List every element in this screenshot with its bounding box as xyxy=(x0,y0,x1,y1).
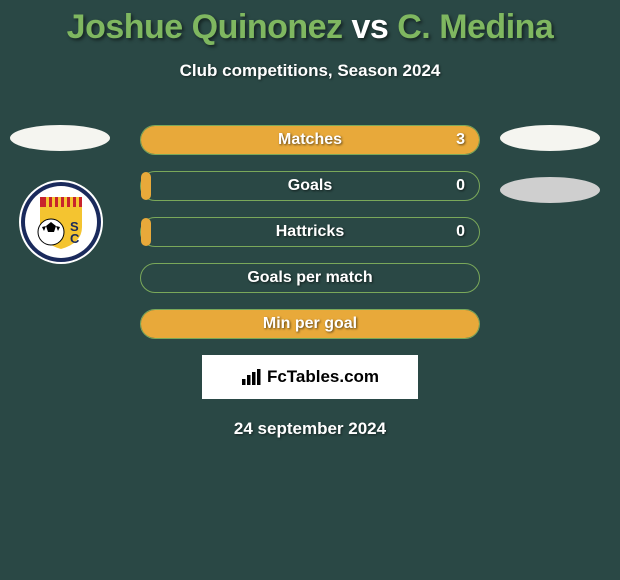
stat-label: Min per goal xyxy=(141,315,479,333)
stat-value: 0 xyxy=(456,223,465,241)
stat-row-goals-per-match: Goals per match xyxy=(140,263,480,293)
stat-row-matches: Matches3 xyxy=(140,125,480,155)
snapshot-date: 24 september 2024 xyxy=(0,419,620,439)
svg-text:C: C xyxy=(70,231,80,246)
player2-name: C. Medina xyxy=(397,8,553,46)
stat-label: Goals xyxy=(141,177,479,195)
stat-label: Matches xyxy=(141,131,479,149)
subtitle: Club competitions, Season 2024 xyxy=(0,61,620,81)
stat-row-goals: Goals0 xyxy=(140,171,480,201)
stats-area: S C Matches3Goals0Hattricks0Goals per ma… xyxy=(0,125,620,339)
branding-badge: FcTables.com xyxy=(202,355,418,399)
stat-value: 3 xyxy=(456,131,465,149)
stat-value: 0 xyxy=(456,177,465,195)
stat-label: Hattricks xyxy=(141,223,479,241)
player2-club-placeholder xyxy=(500,177,600,203)
bars-icon xyxy=(241,369,261,385)
player1-name: Joshue Quinonez xyxy=(67,8,343,46)
vs-text: vs xyxy=(343,8,398,46)
club-logo-bsc: S C xyxy=(18,179,104,265)
comparison-title: Joshue Quinonez vs C. Medina xyxy=(0,0,620,47)
stat-row-hattricks: Hattricks0 xyxy=(140,217,480,247)
branding-text: FcTables.com xyxy=(267,367,379,387)
player1-avatar-placeholder xyxy=(10,125,110,151)
stat-row-min-per-goal: Min per goal xyxy=(140,309,480,339)
stat-label: Goals per match xyxy=(141,269,479,287)
player2-avatar-placeholder xyxy=(500,125,600,151)
